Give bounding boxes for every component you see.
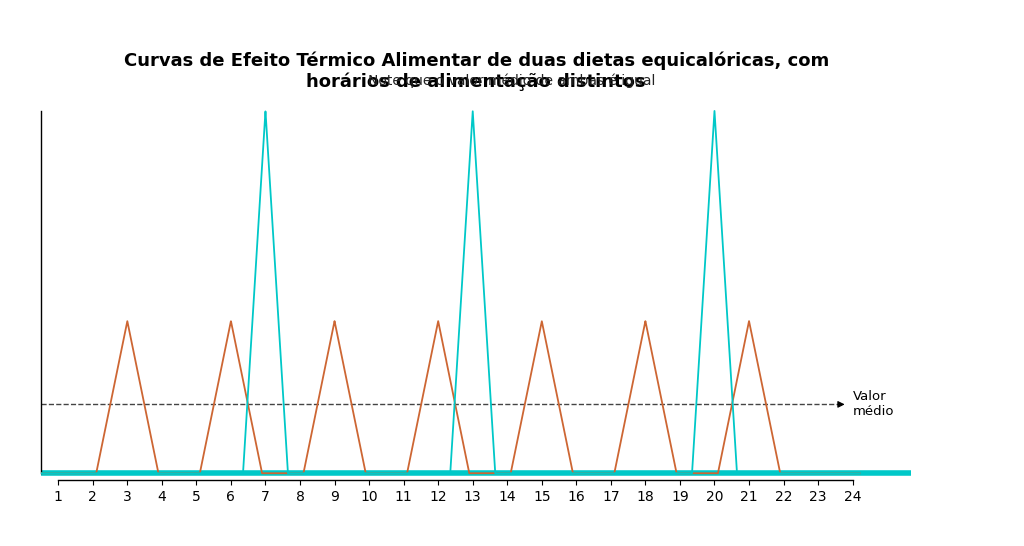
- Text: Note que o valor médio de ambas é igual: Note que o valor médio de ambas é igual: [369, 74, 655, 88]
- Title: Curvas de Efeito Térmico Alimentar de duas dietas equicalóricas, com
horários de: Curvas de Efeito Térmico Alimentar de du…: [124, 51, 828, 91]
- Text: Valor
médio: Valor médio: [853, 390, 894, 418]
